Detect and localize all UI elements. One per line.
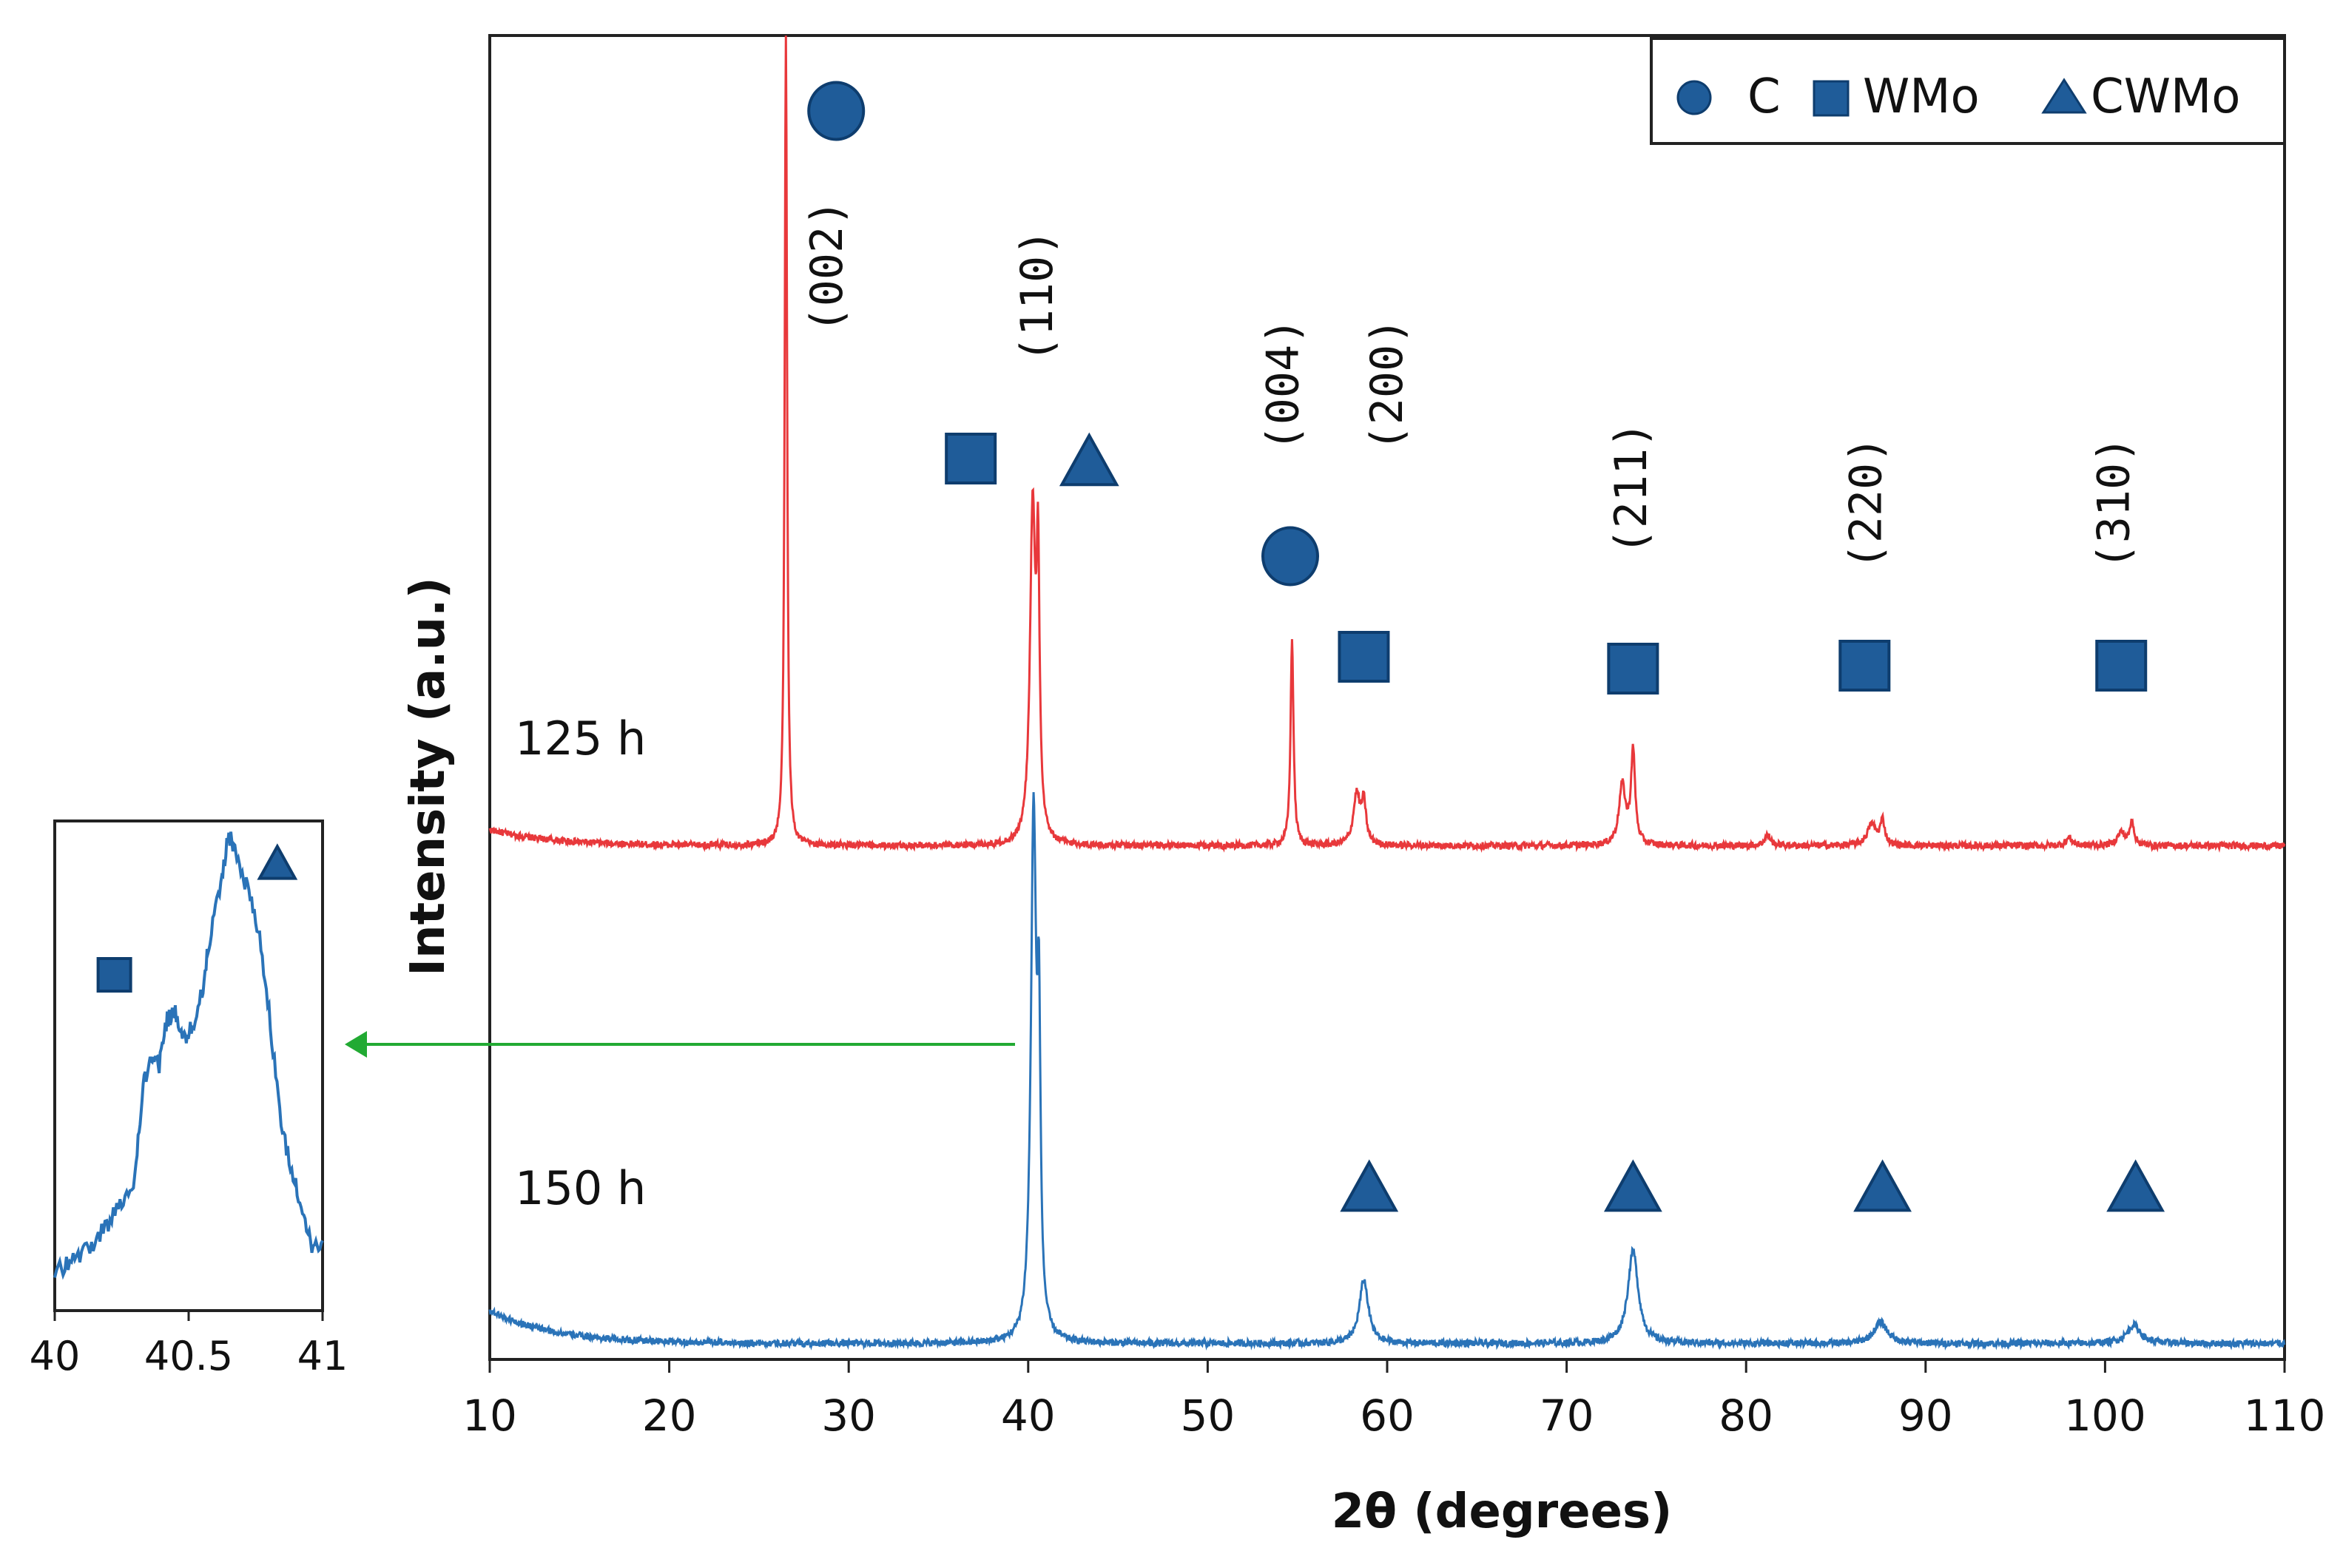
square-marker-icon <box>1338 631 1390 683</box>
inset-x-tick-label: 41 <box>297 1333 348 1379</box>
hkl-label: (110) <box>1011 229 1063 363</box>
inset-series-line <box>53 831 324 1280</box>
x-tick-label: 70 <box>1540 1390 1594 1441</box>
hkl-label: (310) <box>2089 436 2140 570</box>
hkl-label: (002) <box>801 200 853 334</box>
arrow-head-icon <box>345 1031 367 1058</box>
inset-pointer-arrow <box>345 1031 1015 1058</box>
legend-circle-icon <box>1676 80 1712 115</box>
x-tick-label: 20 <box>642 1390 697 1441</box>
square-marker-icon <box>945 433 997 484</box>
legend-triangle-icon <box>2041 78 2087 114</box>
triangle-marker-icon <box>1340 1159 1399 1212</box>
legend-label-cwmo: CWMo <box>2091 70 2240 124</box>
inset-frame <box>53 820 324 1312</box>
peak-annotations: (002) (110) (004) (200) (211) (220) (310) <box>801 81 2165 1212</box>
square-marker-icon <box>1838 640 1891 692</box>
legend-label-wmo: WMo <box>1863 70 1980 124</box>
inset-plot <box>53 831 324 1280</box>
hkl-label: (004) <box>1257 318 1309 452</box>
triangle-marker-icon <box>257 843 298 880</box>
square-marker-icon <box>2095 640 2148 692</box>
hkl-label: (211) <box>1605 422 1657 555</box>
series-label-150h: 150 h <box>515 1161 646 1215</box>
x-axis-title: 2θ (degrees) <box>1332 1484 1673 1539</box>
x-tick-label: 40 <box>1001 1390 1056 1441</box>
inset-x-axis: 40 40.5 41 <box>30 1311 348 1379</box>
legend-square-icon <box>1813 80 1850 117</box>
inset-x-tick-label: 40.5 <box>144 1333 233 1379</box>
series-lines <box>488 36 2286 1351</box>
triangle-marker-icon <box>2106 1159 2165 1212</box>
legend-box <box>1650 37 2286 145</box>
x-tick-label: 100 <box>2064 1390 2146 1441</box>
main-plot-frame <box>488 34 2286 1361</box>
inset-x-tick-label: 40 <box>30 1333 81 1379</box>
square-marker-icon <box>96 957 132 993</box>
y-axis-title: Intensity (a.u.) <box>401 577 456 976</box>
x-tick-label: 80 <box>1719 1390 1773 1441</box>
hkl-label: (220) <box>1841 436 1892 570</box>
legend-label-c: C <box>1747 70 1781 124</box>
x-tick-label: 110 <box>2244 1390 2326 1441</box>
triangle-marker-icon <box>1603 1159 1662 1212</box>
x-tick-label: 60 <box>1360 1390 1415 1441</box>
x-tick-label: 50 <box>1180 1390 1235 1441</box>
x-tick-label: 90 <box>1898 1390 1953 1441</box>
main-x-axis: 10 20 30 40 50 60 70 80 90 100 110 <box>462 1359 2325 1441</box>
hkl-label: (200) <box>1361 318 1413 452</box>
triangle-marker-icon <box>1853 1159 1912 1212</box>
series-line-125h <box>488 36 2286 853</box>
circle-marker-icon <box>1261 526 1319 587</box>
x-tick-label: 10 <box>462 1390 517 1441</box>
square-marker-icon <box>1607 643 1659 695</box>
circle-marker-icon <box>807 81 866 141</box>
triangle-marker-icon <box>1059 432 1119 487</box>
series-label-125h: 125 h <box>515 712 646 766</box>
x-tick-label: 30 <box>821 1390 876 1441</box>
series-line-150h <box>488 792 2286 1351</box>
legend: C WMo CWMo <box>1650 37 2286 145</box>
